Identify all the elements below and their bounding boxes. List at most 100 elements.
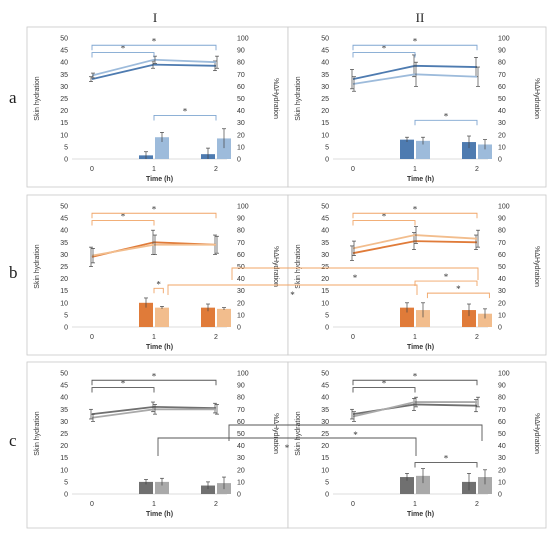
series-line xyxy=(91,58,217,77)
y2-tick-label: 20 xyxy=(237,467,245,474)
y2-tick-label: 50 xyxy=(498,431,506,438)
y-tick-label: 15 xyxy=(321,455,329,462)
significance-star: * xyxy=(413,36,418,46)
y2-axis-title: %ΔHydration xyxy=(533,413,540,454)
y-tick-label: 5 xyxy=(64,144,68,151)
y2-tick-label: 90 xyxy=(498,216,506,223)
cross-panel-star: * xyxy=(353,430,358,440)
y2-tick-label: 60 xyxy=(237,84,245,91)
bar xyxy=(416,140,430,159)
bar xyxy=(416,475,430,494)
y-tick-label: 25 xyxy=(321,264,329,271)
significance-bracket xyxy=(91,52,155,58)
y-tick-label: 0 xyxy=(64,157,68,164)
y2-tick-label: 80 xyxy=(498,60,506,67)
significance-bracket xyxy=(414,119,478,126)
y-axis-title: Skin hydration xyxy=(295,76,302,120)
significance-bracket xyxy=(91,220,155,226)
y2-axis-title: %ΔHydration xyxy=(272,78,279,119)
y2-axis-title: %ΔHydration xyxy=(272,413,279,454)
series-line xyxy=(352,401,477,418)
y2-tick-label: 50 xyxy=(237,264,245,271)
significance-bracket xyxy=(414,280,478,287)
y2-tick-label: 90 xyxy=(237,48,245,55)
significance-star: * xyxy=(156,279,161,289)
y-tick-label: 35 xyxy=(60,72,68,79)
x-axis-title: Time (h) xyxy=(146,344,173,351)
y-tick-label: 45 xyxy=(60,383,68,390)
x-axis-title: Time (h) xyxy=(146,511,173,518)
y2-tick-label: 40 xyxy=(498,276,506,283)
bar xyxy=(155,307,169,327)
y-tick-label: 0 xyxy=(64,492,68,499)
x-tick-label: 2 xyxy=(214,334,218,341)
y-tick-label: 20 xyxy=(60,443,68,450)
y2-tick-label: 20 xyxy=(237,132,245,139)
cross-panel-bracket xyxy=(157,437,417,456)
significance-star: * xyxy=(152,204,157,214)
y2-tick-label: 100 xyxy=(237,371,249,378)
y2-tick-label: 60 xyxy=(498,252,506,259)
cross-panel-bracket xyxy=(167,284,418,295)
y-tick-label: 40 xyxy=(321,60,329,67)
significance-bracket xyxy=(91,379,217,386)
y-tick-label: 10 xyxy=(60,132,68,139)
y-tick-label: 20 xyxy=(321,108,329,115)
y2-axis-title: %ΔHydration xyxy=(533,246,540,287)
y-tick-label: 30 xyxy=(60,419,68,426)
panel-frame xyxy=(26,194,289,356)
y2-tick-label: 20 xyxy=(498,300,506,307)
bar xyxy=(478,313,492,327)
y-tick-label: 25 xyxy=(60,431,68,438)
y-tick-label: 15 xyxy=(321,120,329,127)
y-tick-label: 35 xyxy=(321,72,329,79)
column-label-I: I xyxy=(153,10,157,25)
y2-axis-title: %ΔHydration xyxy=(533,78,540,119)
significance-star: * xyxy=(444,272,449,282)
y-tick-label: 0 xyxy=(64,325,68,332)
bar xyxy=(139,302,153,327)
y2-tick-label: 80 xyxy=(498,228,506,235)
significance-star: * xyxy=(121,379,126,389)
significance-star: * xyxy=(444,454,449,464)
y2-tick-label: 40 xyxy=(237,276,245,283)
row-label-a: a xyxy=(9,88,17,107)
y2-tick-label: 40 xyxy=(237,443,245,450)
significance-bracket xyxy=(352,52,416,58)
y-tick-label: 40 xyxy=(321,228,329,235)
x-tick-label: 0 xyxy=(351,334,355,341)
x-axis-title: Time (h) xyxy=(407,511,434,518)
series-line xyxy=(352,234,478,250)
y-tick-label: 25 xyxy=(60,96,68,103)
x-tick-label: 1 xyxy=(413,501,417,508)
y-tick-label: 10 xyxy=(60,300,68,307)
y-tick-label: 45 xyxy=(321,383,329,390)
y-tick-label: 35 xyxy=(60,407,68,414)
y2-axis-title: %ΔHydration xyxy=(272,246,279,287)
y2-tick-label: 90 xyxy=(237,216,245,223)
y-tick-label: 50 xyxy=(321,371,329,378)
significance-star: * xyxy=(413,204,418,214)
series-line xyxy=(91,243,216,257)
y-tick-label: 5 xyxy=(325,479,329,486)
significance-bracket xyxy=(153,114,217,121)
y2-tick-label: 70 xyxy=(498,240,506,247)
y2-tick-label: 80 xyxy=(237,228,245,235)
row-label-c: c xyxy=(9,431,17,450)
panel-frame xyxy=(26,361,289,529)
panel-b-II: 0510152025303540455001020304050607080901… xyxy=(287,194,547,356)
y-tick-label: 5 xyxy=(64,479,68,486)
significance-star: * xyxy=(444,111,449,121)
y2-tick-label: 90 xyxy=(498,48,506,55)
significance-star: * xyxy=(382,44,387,54)
x-tick-label: 2 xyxy=(475,501,479,508)
y2-tick-label: 20 xyxy=(498,467,506,474)
y2-tick-label: 10 xyxy=(498,144,506,151)
bar xyxy=(217,308,231,327)
y-tick-label: 10 xyxy=(60,467,68,474)
x-tick-label: 0 xyxy=(90,334,94,341)
significance-bracket xyxy=(352,379,478,386)
x-tick-label: 0 xyxy=(351,166,355,173)
significance-bracket xyxy=(153,287,164,294)
x-axis-title: Time (h) xyxy=(407,344,434,351)
